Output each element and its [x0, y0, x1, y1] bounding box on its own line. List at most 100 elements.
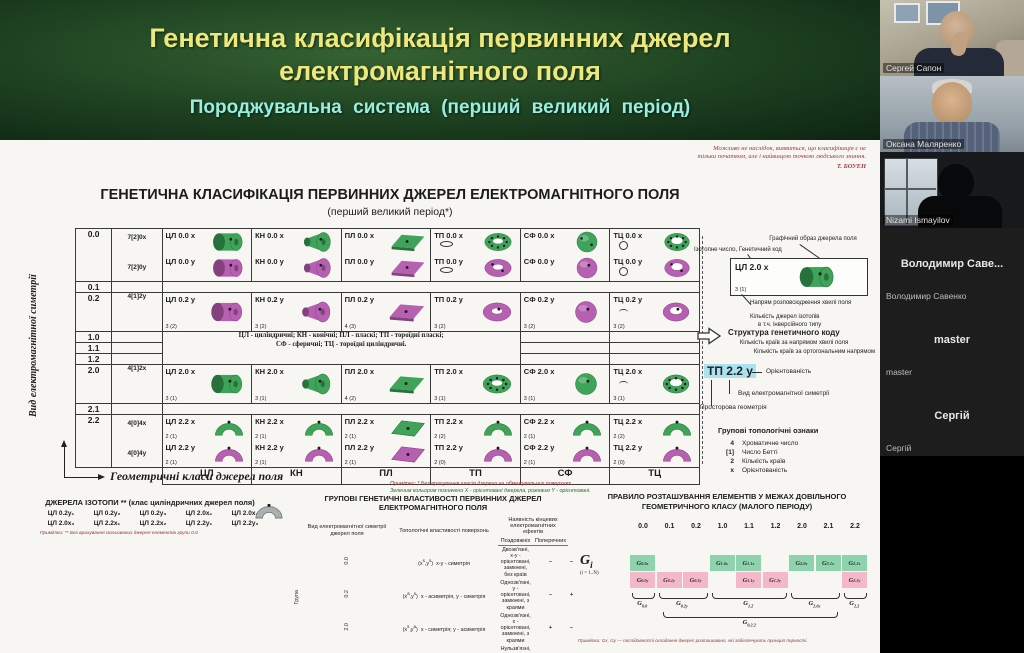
rule-cell-x: G 1.1x	[736, 555, 761, 571]
properties-row: 0.0 (xs,ys) x-y - симетрія Двозв'язні, x-y…	[343, 546, 574, 578]
column-footer: ПЛ	[340, 467, 432, 485]
rule-cell-y: G 2.2y	[842, 572, 867, 588]
source-shape-pla-y	[391, 260, 425, 278]
properties-row: 2.0 (xs,ya) x - симетрія; y - асиметрія Од…	[343, 612, 574, 644]
label-orientation: Орієнтованість	[766, 368, 812, 375]
participant-tile[interactable]: Nizami Ismayilov	[880, 152, 1024, 228]
rule-cell-x: G 2.0x	[789, 555, 814, 571]
participant-tile[interactable]: Оксана Маляренко	[880, 76, 1024, 152]
source-shape-sph-y	[577, 257, 598, 279]
y-axis-label: Вид електромагнітної симетрії	[28, 274, 39, 418]
annotation-panel: Графічний образ джерела поля Ізотопне чи…	[690, 228, 880, 488]
group-brace-label: G0.2y	[676, 600, 688, 609]
topology-item: x Орієнтованість	[730, 467, 788, 474]
epigraph-author: Т. БОУЕН	[836, 163, 866, 170]
structure-line2: Кількість країв за ортогональним напрямо…	[753, 349, 875, 355]
table-cell: ПЛ 0.0 x ПЛ 0.0 y	[340, 228, 432, 282]
isotope-item: ЦЛ 2.2x₁	[84, 504, 283, 527]
big-group-brace	[662, 612, 838, 618]
source-shape-pla-y	[390, 304, 425, 322]
group-brace	[658, 593, 708, 599]
rule-cell-y: G 1.1y	[736, 572, 761, 588]
row-code: 7[2]0x 7[2]0y	[111, 228, 163, 282]
isotope-item: ЦЛ 0.2y₁	[38, 504, 283, 519]
rule-title-line1: ПРАВИЛО РОЗТАШУВАННЯ ЕЛЕМЕНТІВ У МЕЖАХ Д…	[607, 492, 847, 501]
structure-title: Структура генетичного коду	[728, 328, 840, 337]
table-note-2: Зеленим кольором позначено X - орієнтова…	[390, 487, 591, 494]
banner-title-line2: електромагнітного поля	[279, 55, 601, 86]
group-brace-label: G1.2	[743, 600, 754, 609]
participant-name-label: master	[886, 367, 912, 377]
topology-list: 4 Хроматичне число [1] Число Бетті 2 Кількіст…	[712, 439, 798, 475]
row-label: 0.1	[74, 281, 113, 293]
source-shape-sph-x	[577, 231, 598, 253]
source-shape-con-x	[304, 420, 333, 436]
source-shape-sph-x	[573, 420, 602, 436]
source-shape-con-y	[303, 258, 331, 278]
wave-mark-circle	[619, 267, 629, 276]
wave-mark-oval	[440, 241, 454, 247]
group-brace	[791, 593, 840, 599]
source-shape-cyl-x	[213, 233, 243, 251]
participant-tile[interactable]: Сергій Сергій	[880, 380, 1024, 456]
row-label: 1.2	[74, 353, 113, 365]
slide-subheading: (перший великий період*)	[327, 206, 453, 218]
rule-cell-y: G 0.1y	[656, 572, 682, 588]
rule-cell-x: G 0.0x	[630, 555, 655, 571]
participant-video-face	[932, 82, 972, 124]
rule-group-label: 0.2	[691, 523, 701, 530]
slide-body: Можливо не наслідок, виявиться, що класи…	[0, 140, 880, 653]
rule-group-label: 2.0	[797, 523, 807, 530]
source-shape-pla-x	[390, 376, 425, 394]
rule-cell-x: G 2.1x	[815, 555, 841, 571]
longitudinal-header: Поздовжніх	[498, 536, 533, 546]
properties-section: ГРУПОВІ ГЕНЕТИЧНІ ВЛАСТИВОСТІ ПЕРВИННИХ …	[292, 494, 574, 653]
participants-sidebar: Сергей Сапон Оксана Маляренко Nizami Ismay…	[880, 0, 1024, 653]
source-shape-tcy-y	[663, 446, 691, 462]
isotope-item: ЦЛ 2.2y₂	[222, 504, 283, 527]
participant-name-label: Сергій	[886, 443, 912, 453]
source-shape-cyl-x	[799, 266, 834, 288]
wave-mark-arc	[619, 381, 629, 387]
isotope-item: ЦЛ 2.0x₃	[38, 504, 283, 527]
rule-group-label: 1.0	[717, 523, 728, 530]
properties-title-line2: ЕЛЕКТРОМАГНІТНОГО ПОЛЯ	[378, 503, 488, 512]
source-shape-tpl-x	[482, 374, 511, 394]
topology-item: 4 Хроматичне число	[730, 440, 799, 447]
participant-name-label: Nizami Ismayilov	[883, 215, 953, 225]
row-label: 2.1	[74, 403, 113, 415]
table-annotation-connector	[702, 236, 703, 464]
rule-section: ПРАВИЛО РОЗТАШУВАННЯ ЕЛЕМЕНТІВ У МЕЖАХ Д…	[578, 492, 876, 650]
row-label: 0.0	[74, 228, 113, 282]
label-isotope-count: Кількість джерел ізотопів	[750, 314, 820, 320]
transverse-header: Поперечних	[533, 536, 569, 546]
group-brace	[711, 593, 787, 599]
table-cell: СФ 0.0 x СФ 0.0 y	[519, 228, 611, 282]
participant-tile[interactable]: Володимир Саве... Володимир Савенко	[880, 228, 1024, 304]
epigraph: Можливо не наслідок, виявиться, що класи…	[566, 145, 866, 171]
banner-title-line1: Генетична класифікація первинних джерел	[149, 22, 731, 53]
label-wave-direction: Напрям розповсюдження хвилі поля	[750, 300, 852, 306]
participant-tile[interactable]: Сергей Сапон	[880, 0, 1024, 76]
label-spatial-geometry: Просторова геометрія	[700, 404, 767, 411]
participant-display-name: Сергій	[934, 410, 970, 422]
source-shape-cyl-y	[213, 259, 243, 277]
participant-display-name: Володимир Саве...	[900, 258, 1004, 270]
column-footer: ТЦ	[609, 467, 700, 485]
source-shape-cyl-x	[211, 374, 243, 394]
epigraph-line1: Можливо не наслідок, виявиться, що класи…	[713, 145, 866, 152]
participant-tile[interactable]: master master	[880, 304, 1024, 380]
connector-line	[711, 380, 712, 406]
table-notes: Примітки: * Без врахування класів дзерка…	[390, 481, 591, 494]
x-axis-arrow	[64, 473, 105, 480]
rule-cell-x: G 1.0x	[709, 555, 735, 571]
source-shape-pla-y	[391, 446, 426, 463]
source-shape-con-x	[301, 373, 330, 395]
topology-item: 2 Кількість країв	[730, 458, 786, 465]
